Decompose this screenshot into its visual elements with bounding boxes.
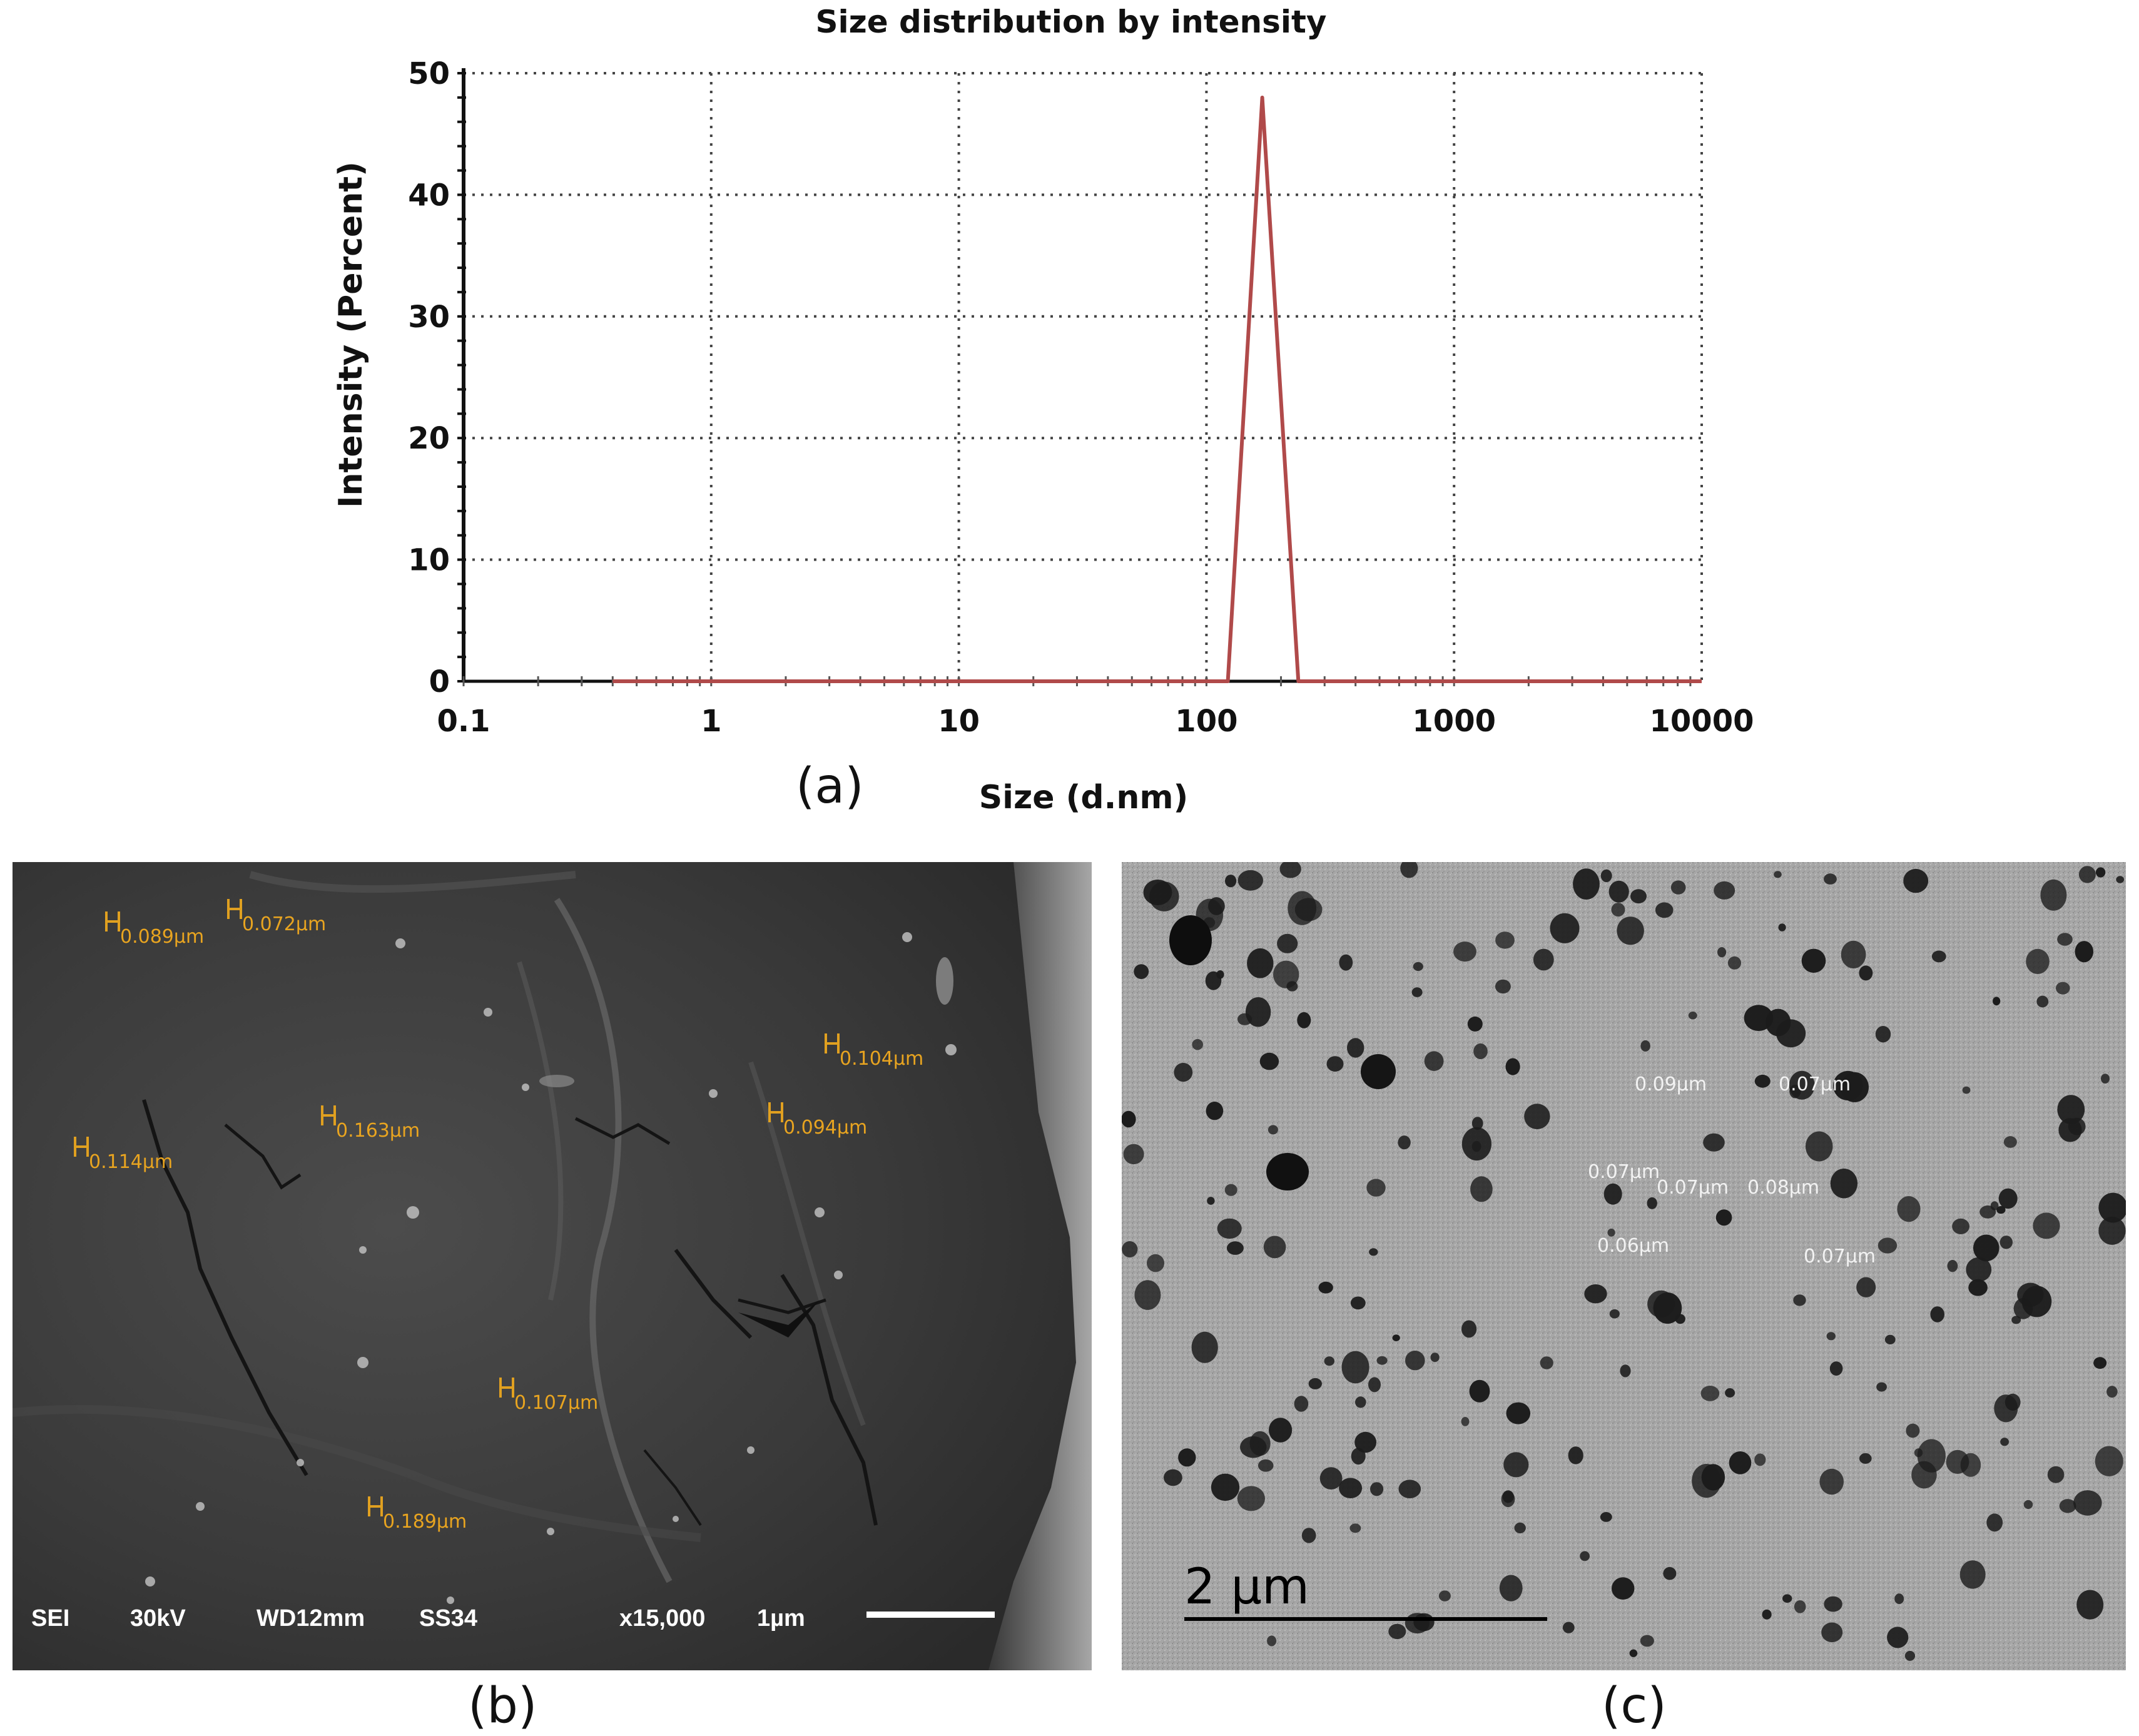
tem-micrograph: 0.09µm 0.07µm 0.07µm 0.07µm 0.08µm 0.06µm 0.07…	[1122, 862, 2126, 1670]
sem-image: 0.089µm 0.072µm 0.104µm 0.163µm 0.094µm 0.114…	[13, 862, 1092, 1670]
x-axis-label: Size (d.nm)	[979, 779, 1189, 816]
sem-scale-label: 1µm	[757, 1605, 805, 1632]
sem-measurement: 0.104µm	[825, 1033, 923, 1070]
y-tick-label: 20	[408, 421, 450, 456]
y-axis-label: Intensity (Percent)	[332, 161, 370, 508]
panel-label-a: (a)	[796, 758, 864, 815]
sem-measurement: 0.089µm	[105, 911, 204, 948]
x-tick-label: 0.1	[437, 704, 490, 739]
sem-wd: WD12mm	[257, 1605, 365, 1632]
tem-measurement-label: 0.07µm	[1779, 1074, 1851, 1095]
x-tick-labels: 0.1 1 10 100 1000 10000	[437, 704, 1754, 739]
sem-measurement: 0.114µm	[74, 1137, 173, 1173]
panel-label-b: (b)	[468, 1678, 537, 1734]
sem-measurement: 0.163µm	[321, 1105, 420, 1142]
sem-micrograph: 0.089µm 0.072µm 0.104µm 0.163µm 0.094µm 0.114…	[13, 862, 1092, 1670]
size-distribution-chart: Size distribution by intensity 0 10 20 30 40…	[332, 4, 1754, 816]
sem-scale-bar	[866, 1612, 995, 1618]
sem-measurement-label: 0.107µm	[514, 1392, 598, 1414]
tem-scale-label: 2 µm	[1184, 1559, 1309, 1615]
sem-magnification: x15,000	[619, 1605, 706, 1632]
tem-measurement-label: 0.07µm	[1588, 1161, 1660, 1183]
x-tick-label: 1	[701, 704, 721, 739]
y-tick-label: 0	[429, 664, 450, 699]
sem-measurement-label: 0.072µm	[242, 913, 326, 935]
chart-title: Size distribution by intensity	[815, 4, 1326, 40]
series-line	[612, 95, 1702, 683]
sem-measurement: 0.189µm	[368, 1496, 467, 1533]
sem-voltage: 30kV	[130, 1605, 186, 1632]
x-tick-label: 10000	[1650, 704, 1754, 739]
x-tick-label: 10	[938, 704, 980, 739]
series-layer	[612, 95, 1702, 683]
sem-measurement-label: 0.189µm	[383, 1511, 467, 1533]
tem-measurement-label: 0.07µm	[1657, 1177, 1729, 1199]
sem-measurement: 0.107µm	[499, 1378, 598, 1414]
sem-mode: SEI	[31, 1605, 70, 1632]
sem-measurement-label: 0.114µm	[89, 1151, 173, 1173]
sem-info-bar: SEI 30kV WD12mm SS34 x15,000 1µm	[31, 1605, 845, 1643]
sem-measurements: 0.089µm 0.072µm 0.104µm 0.163µm 0.094µm 0.114…	[74, 899, 923, 1533]
y-tick-label: 40	[408, 178, 450, 213]
x-tick-label: 100	[1175, 704, 1237, 739]
tem-measurement-label: 0.07µm	[1804, 1246, 1876, 1267]
sem-measurement-label: 0.163µm	[336, 1120, 420, 1142]
x-tick-label: 1000	[1412, 704, 1496, 739]
panel-label-c: (c)	[1602, 1678, 1667, 1734]
tem-measurement-label: 0.09µm	[1635, 1074, 1707, 1095]
sem-measurement-label: 0.104µm	[840, 1048, 923, 1070]
sem-measurement-label: 0.094µm	[783, 1117, 867, 1139]
y-tick-label: 30	[408, 300, 450, 335]
tem-measurement-label: 0.06µm	[1597, 1235, 1669, 1257]
axes	[457, 68, 1702, 686]
sem-measurement-label: 0.089µm	[120, 926, 204, 948]
tem-measurement-label: 0.08µm	[1747, 1177, 1819, 1199]
y-tick-label: 10	[408, 543, 450, 578]
y-tick-label: 50	[408, 56, 450, 91]
sem-measurement: 0.094µm	[768, 1102, 867, 1139]
sem-ss: SS34	[419, 1605, 477, 1632]
sem-measurement: 0.072µm	[227, 899, 326, 935]
tem-particles	[1122, 862, 2126, 1661]
y-tick-labels: 0 10 20 30 40 50	[408, 56, 450, 699]
gridlines	[464, 72, 1703, 681]
